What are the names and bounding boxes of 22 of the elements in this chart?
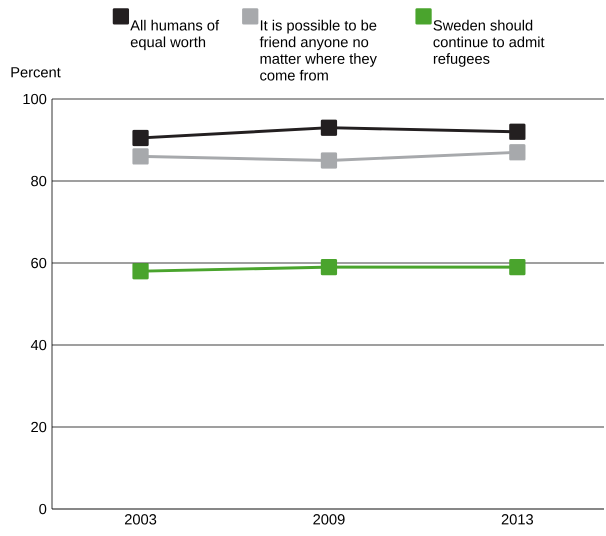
point <box>509 144 526 160</box>
point <box>320 120 338 136</box>
legend-label: All humans of equal worth <box>130 20 220 50</box>
y-tick-label: 80 <box>31 176 46 186</box>
point <box>132 263 149 280</box>
point <box>320 152 338 169</box>
legend-label: Sweden should continue to admit refugees <box>434 20 544 67</box>
point <box>320 258 338 276</box>
y-axis-title: Percent <box>11 67 61 78</box>
x-tick-label: 2013 <box>502 514 533 525</box>
point <box>132 130 149 146</box>
y-tick-label: 60 <box>31 258 46 268</box>
point <box>509 124 526 140</box>
y-tick-label: 20 <box>31 422 46 432</box>
point <box>509 258 526 276</box>
point <box>132 148 149 165</box>
y-tick-label: 40 <box>30 340 46 350</box>
y-tick-label: 100 <box>23 94 46 104</box>
legend-label: It is possible to be friend anyone no matter where they come from <box>260 20 377 81</box>
y-tick-label: 0 <box>39 504 46 514</box>
x-tick-label: 2003 <box>124 514 156 525</box>
x-tick-label: 2009 <box>313 514 345 525</box>
